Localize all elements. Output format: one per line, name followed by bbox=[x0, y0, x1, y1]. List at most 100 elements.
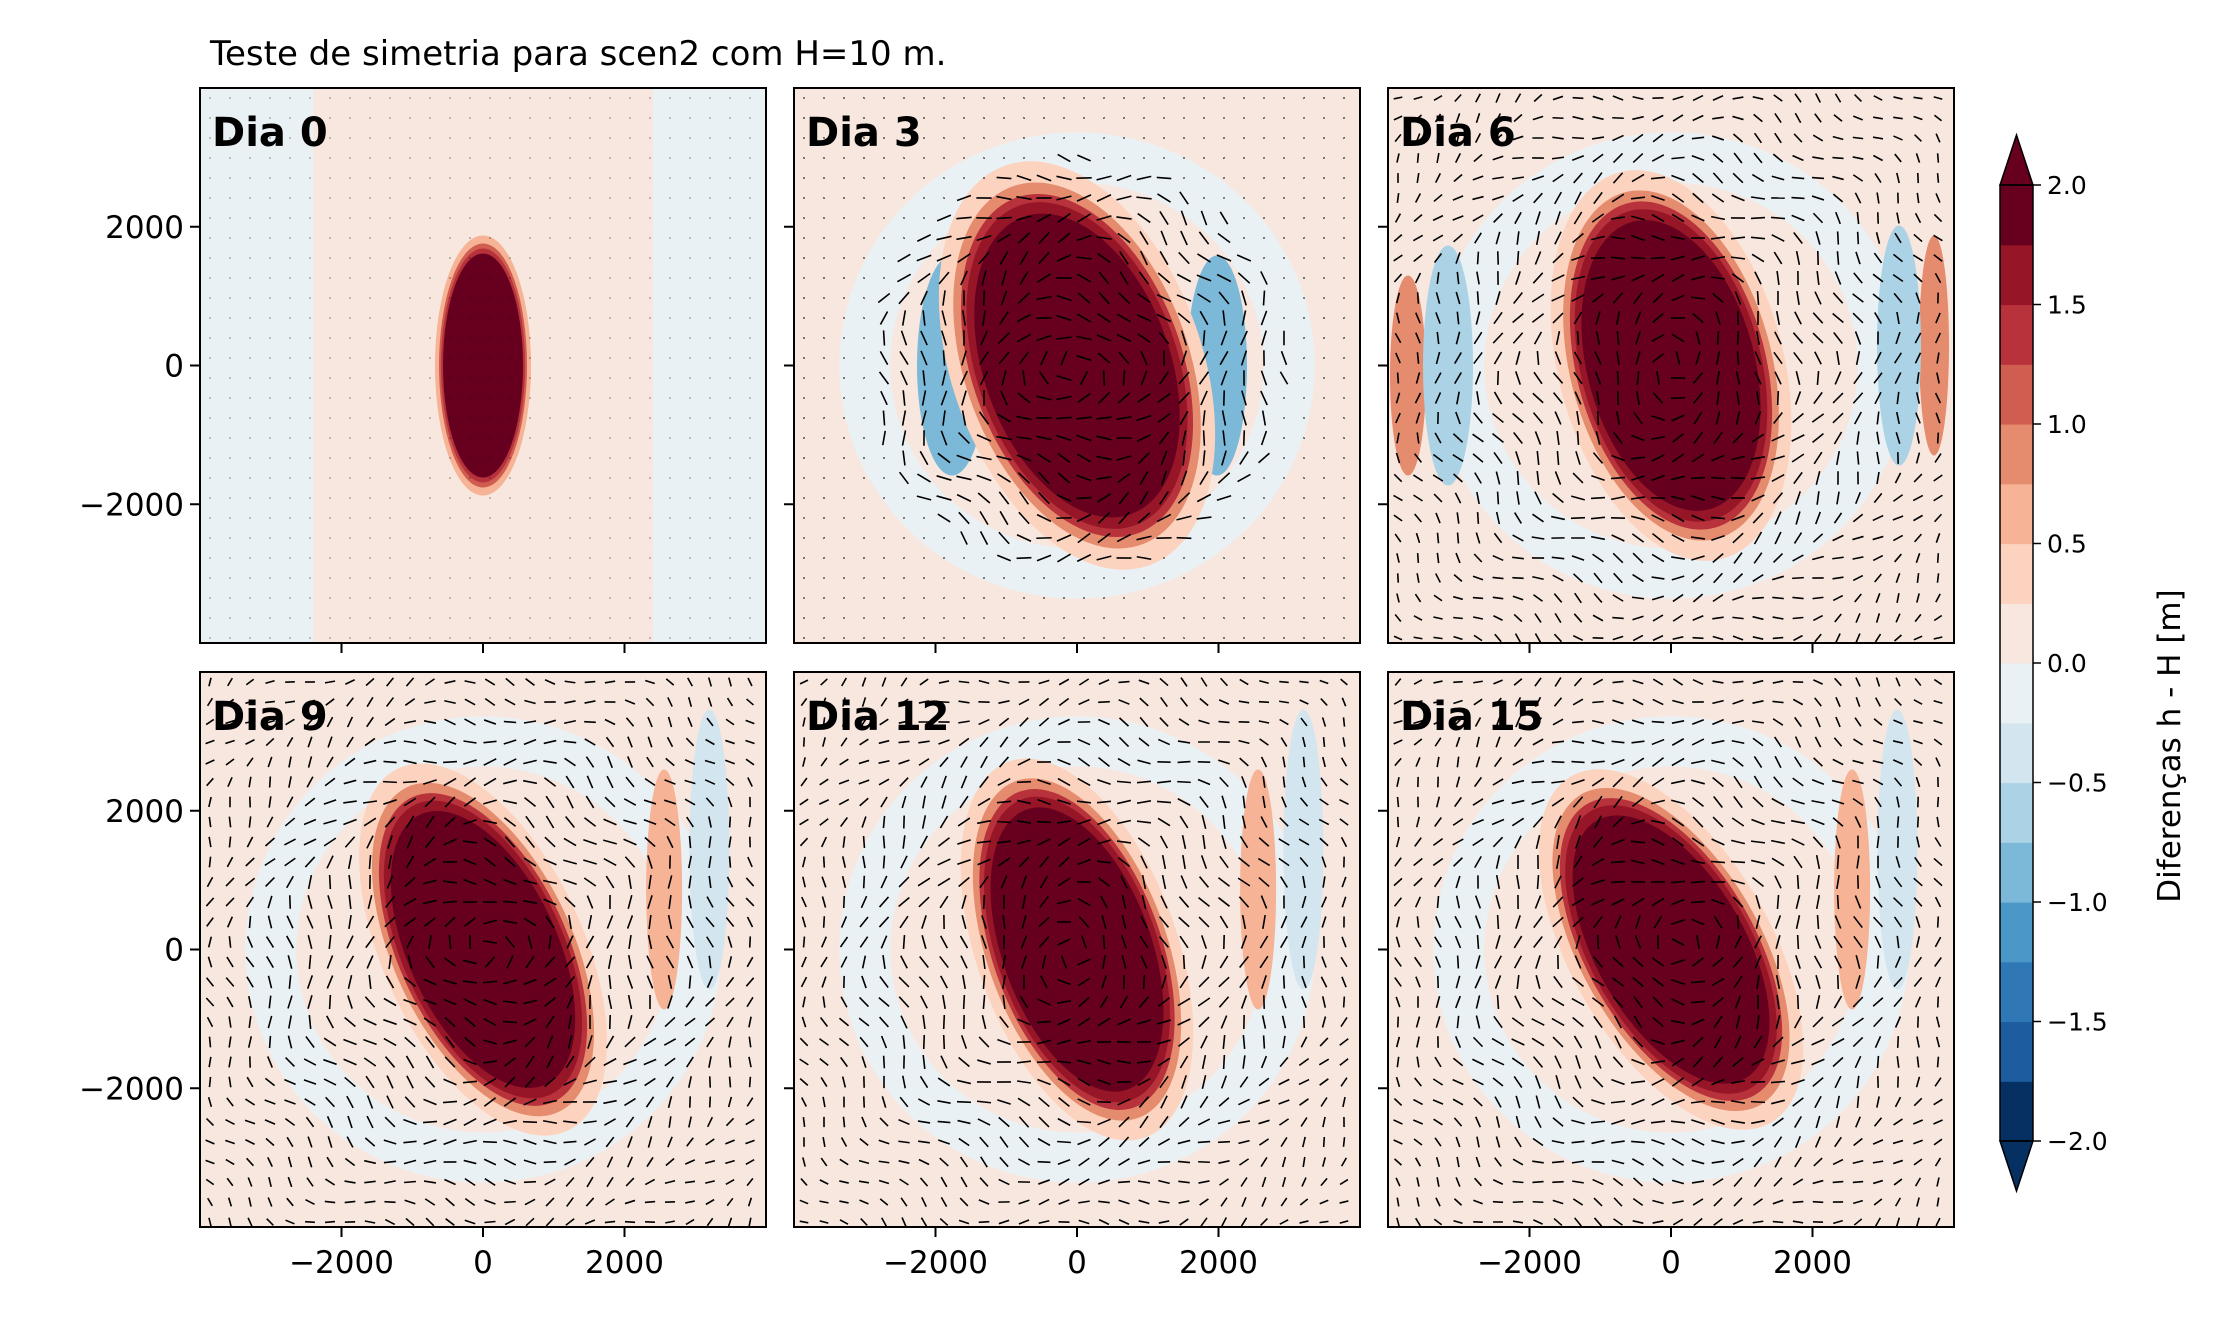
quiver-arrow bbox=[1161, 955, 1167, 969]
quiver-arrow bbox=[1078, 1219, 1090, 1225]
quiver-arrow bbox=[1394, 133, 1402, 143]
quiver-arrow bbox=[960, 1176, 968, 1188]
quiver-arrow bbox=[563, 837, 577, 847]
quiver-arrow bbox=[1936, 1056, 1940, 1068]
quiver-arrow bbox=[463, 1117, 477, 1127]
quiver-arrow bbox=[1396, 432, 1400, 444]
quiver-arrow bbox=[1076, 496, 1092, 500]
quiver-arrow bbox=[1077, 738, 1091, 746]
quiver-arrow bbox=[1456, 391, 1460, 405]
quiver-arrow bbox=[1894, 1016, 1902, 1028]
quiver-arrow bbox=[524, 1036, 536, 1048]
quiver-arrow bbox=[1793, 351, 1803, 365]
quiver-arrow bbox=[901, 310, 907, 326]
quiver-arrow bbox=[1794, 1116, 1802, 1128]
quiver-arrow bbox=[1853, 411, 1863, 425]
quiver-arrow bbox=[1834, 1075, 1842, 1089]
quiver-arrow bbox=[405, 1055, 415, 1069]
quiver-arrow bbox=[1495, 471, 1501, 485]
quiver-arrow bbox=[1019, 270, 1029, 286]
quiver-arrow bbox=[1137, 759, 1151, 765]
quiver-arrow bbox=[1712, 680, 1724, 684]
quiver-arrow bbox=[1731, 719, 1745, 725]
quiver-arrow bbox=[1631, 274, 1645, 282]
quiver-arrow bbox=[1852, 156, 1864, 160]
quiver-arrow bbox=[1262, 776, 1266, 788]
quiver-arrow bbox=[1182, 450, 1186, 466]
quiver-arrow bbox=[1180, 1095, 1188, 1109]
quiver-arrow bbox=[961, 895, 967, 909]
quiver-arrow bbox=[1913, 956, 1923, 968]
quiver-arrow bbox=[1137, 1180, 1151, 1184]
quiver-arrow bbox=[483, 719, 497, 725]
quiver-arrow bbox=[368, 854, 372, 870]
quiver-arrow bbox=[1435, 1016, 1441, 1028]
quiver-arrow bbox=[1794, 1136, 1802, 1148]
quiver-arrow bbox=[1473, 776, 1483, 788]
quiver-arrow bbox=[1752, 700, 1764, 704]
quiver-arrow bbox=[1593, 1217, 1603, 1227]
quiver-arrow bbox=[1178, 896, 1190, 908]
quiver-arrow bbox=[1279, 700, 1289, 704]
quiver-arrow bbox=[1512, 576, 1524, 580]
quiver-arrow bbox=[1472, 575, 1484, 581]
quiver-arrow bbox=[1712, 172, 1724, 184]
quiver-arrow bbox=[462, 980, 478, 984]
quiver-arrow bbox=[1636, 370, 1640, 386]
quiver-arrow bbox=[1773, 1136, 1783, 1148]
quiver-arrow bbox=[1238, 1158, 1250, 1166]
quiver-arrow bbox=[1730, 1120, 1746, 1124]
quiver-arrow bbox=[1852, 174, 1864, 182]
quiver-arrow bbox=[647, 895, 653, 909]
quiver-arrow bbox=[1731, 194, 1745, 202]
quiver-arrow bbox=[1260, 1218, 1268, 1226]
quiver-arrow bbox=[1692, 392, 1704, 404]
quiver-arrow bbox=[484, 678, 496, 686]
quiver-arrow bbox=[818, 799, 830, 805]
panel-field bbox=[1388, 672, 1954, 1227]
quiver-arrow bbox=[1771, 575, 1785, 581]
quiver-arrow bbox=[1097, 493, 1111, 503]
colorbar-segment bbox=[2000, 543, 2033, 604]
quiver-arrow bbox=[248, 1016, 252, 1028]
quiver-arrow bbox=[1913, 976, 1923, 988]
quiver-arrow bbox=[1472, 175, 1484, 181]
quiver-arrow bbox=[1239, 1076, 1249, 1088]
quiver-arrow bbox=[1016, 799, 1032, 805]
quiver-arrow bbox=[1475, 995, 1481, 1009]
quiver-arrow bbox=[1591, 136, 1605, 140]
quiver-arrow bbox=[1711, 135, 1725, 141]
quiver-arrow bbox=[503, 1097, 517, 1107]
quiver-arrow bbox=[1219, 1178, 1229, 1186]
quiver-arrow bbox=[1178, 1180, 1190, 1184]
quiver-arrow bbox=[1591, 1099, 1605, 1105]
quiver-arrow bbox=[663, 1038, 677, 1046]
quiver-arrow bbox=[899, 351, 909, 365]
quiver-arrow bbox=[1933, 877, 1943, 887]
quiver-arrow bbox=[1635, 331, 1641, 345]
quiver-arrow bbox=[1493, 1015, 1503, 1029]
quiver-arrow bbox=[1934, 453, 1942, 463]
quiver-arrow bbox=[1197, 253, 1211, 263]
quiver-arrow bbox=[1594, 371, 1602, 385]
quiver-arrow bbox=[819, 1017, 829, 1027]
quiver-arrow bbox=[1776, 894, 1780, 910]
quiver-arrow bbox=[1792, 616, 1804, 620]
quiver-arrow bbox=[1058, 1096, 1070, 1108]
quiver-arrow bbox=[801, 1016, 807, 1028]
quiver-arrow bbox=[1671, 333, 1685, 343]
quiver-arrow bbox=[1263, 477, 1265, 479]
quiver-arrow bbox=[1632, 634, 1644, 642]
quiver-arrow bbox=[1412, 474, 1424, 482]
quiver-arrow bbox=[898, 976, 910, 988]
quiver-arrow bbox=[996, 435, 1012, 441]
quiver-arrow bbox=[1240, 935, 1248, 949]
quiver-arrow bbox=[1197, 1118, 1211, 1126]
quiver-arrow bbox=[1893, 719, 1903, 725]
quiver-arrow bbox=[1260, 271, 1268, 285]
quiver-arrow bbox=[841, 717, 847, 727]
quiver-arrow bbox=[647, 855, 653, 869]
quiver-arrow bbox=[1218, 720, 1230, 724]
quiver-arrow bbox=[922, 1054, 926, 1070]
quiver-arrow bbox=[1434, 372, 1442, 384]
